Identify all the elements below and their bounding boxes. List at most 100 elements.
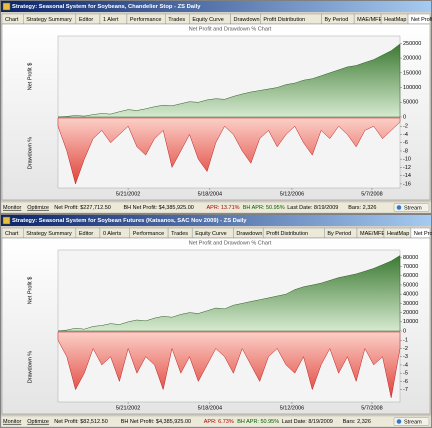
tab[interactable]: Trades: [165, 13, 190, 25]
tab[interactable]: 0 Alerts: [99, 227, 130, 239]
tab[interactable]: Net Profit + Drawdown %: [410, 227, 432, 239]
status-field: Last Date: 8/19/2009: [282, 419, 333, 425]
tab-label[interactable]: By Period: [325, 17, 349, 23]
tab[interactable]: By Period: [321, 13, 355, 25]
y-tick-label: -2: [403, 346, 408, 352]
y-tick-label: 60000: [403, 273, 418, 279]
y-tick-label: -6: [403, 379, 408, 385]
tab[interactable]: Equity Curve: [191, 227, 234, 239]
status-button[interactable]: Monitor: [3, 205, 22, 211]
tab-label[interactable]: HeatMap: [384, 17, 406, 23]
y-tick-label: 50000: [403, 100, 418, 106]
tab-label[interactable]: Strategy Summary: [26, 231, 72, 237]
strategy-window: Strategy: Seasonal System for Soybeans, …: [0, 0, 432, 214]
status-button[interactable]: Optimize: [27, 205, 49, 211]
tab-label[interactable]: Strategy Summary: [26, 17, 72, 23]
tab[interactable]: Equity Curve: [189, 13, 231, 25]
tab[interactable]: MAE/MFE: [353, 13, 383, 25]
tab-label[interactable]: By Period: [327, 231, 351, 237]
tab-label[interactable]: Net Profit + Drawdown %: [411, 17, 432, 23]
y-tick-label: -8: [403, 148, 408, 154]
x-tick-label: 5/18/2004: [198, 405, 222, 411]
tab-label[interactable]: Net Profit + Drawdown %: [414, 231, 432, 237]
stream-label[interactable]: Stream: [404, 205, 422, 211]
tab[interactable]: Performance: [129, 227, 169, 239]
x-tick-label: 5/12/2006: [280, 191, 304, 197]
tab-label[interactable]: Drawdown: [234, 17, 260, 23]
tab-label[interactable]: 1 Alert: [103, 17, 119, 23]
tab[interactable]: Profit Distribution: [260, 13, 322, 25]
tab-label[interactable]: Editor: [79, 17, 94, 23]
tab-label[interactable]: MAE/MFE: [357, 17, 382, 23]
tab-label[interactable]: Performance: [133, 231, 165, 237]
tab[interactable]: Strategy Summary: [23, 227, 77, 239]
y-tick-label: 200000: [403, 56, 421, 62]
tab-label[interactable]: Trades: [171, 231, 188, 237]
tab-label[interactable]: MAE/MFE: [360, 231, 385, 237]
stream-button[interactable]: [393, 203, 430, 212]
tab[interactable]: Net Profit + Drawdown %: [407, 13, 432, 25]
y-tick-label: 50000: [403, 282, 418, 288]
tab-label[interactable]: 0 Alerts: [103, 231, 122, 237]
y-tick-label: -12: [403, 165, 411, 171]
status-button[interactable]: Monitor: [3, 419, 22, 425]
x-tick-label: 5/12/2006: [280, 405, 304, 411]
tab[interactable]: By Period: [324, 227, 358, 239]
tab[interactable]: Drawdown: [230, 13, 261, 25]
tab[interactable]: HeatMap: [383, 227, 412, 239]
window-title: Strategy: Seasonal System for Soybean Fu…: [12, 218, 247, 224]
axis-label: Net Profit $: [27, 63, 33, 91]
strategy-window: Strategy: Seasonal System for Soybean Fu…: [0, 214, 432, 428]
y-tick-label: 150000: [403, 70, 421, 76]
y-tick-label: -7: [403, 387, 408, 393]
drawdown-area: [57, 117, 401, 185]
status-button[interactable]: Optimize: [27, 419, 49, 425]
tab[interactable]: Chart: [1, 13, 24, 25]
y-tick-label: -5: [403, 371, 408, 377]
y-tick-label: -3: [403, 354, 408, 360]
stream-label[interactable]: Stream: [404, 419, 422, 425]
stream-button[interactable]: [393, 417, 430, 426]
y-tick-label: 250000: [403, 41, 421, 47]
tab-label[interactable]: HeatMap: [387, 231, 409, 237]
tab[interactable]: Performance: [126, 13, 166, 25]
tab-label[interactable]: Profit Distribution: [266, 231, 308, 237]
y-tick-label: -14: [403, 173, 411, 179]
y-tick-label: 0: [403, 328, 406, 334]
tab-label[interactable]: Profit Distribution: [263, 17, 305, 23]
y-tick-label: 0: [403, 114, 406, 120]
tab-label[interactable]: Chart: [5, 17, 19, 23]
y-tick-label: 20000: [403, 310, 418, 316]
tab[interactable]: Editor: [75, 227, 101, 239]
status-field: BH Net Profit: $4,385,925.00: [124, 205, 194, 211]
chart-title: Net Profit and Drawdown % Chart: [189, 240, 272, 246]
status-bar: [0, 415, 432, 428]
status-field: APR: 13.71%: [207, 205, 240, 211]
tab-label[interactable]: Equity Curve: [192, 17, 224, 23]
y-tick-label: -6: [403, 140, 408, 146]
y-tick-label: -1: [403, 338, 408, 344]
tab[interactable]: Strategy Summary: [23, 13, 77, 25]
tab-label[interactable]: Trades: [168, 17, 185, 23]
status-field: APR: 6.73%: [204, 419, 234, 425]
tab-label[interactable]: Chart: [5, 231, 19, 237]
tab-label[interactable]: Drawdown: [236, 231, 262, 237]
title-bar: [1, 215, 431, 226]
tab-label[interactable]: Performance: [130, 17, 162, 23]
stream-icon: [396, 205, 402, 210]
tab[interactable]: Drawdown: [233, 227, 264, 239]
tab[interactable]: Chart: [1, 227, 24, 239]
net-profit-area: [57, 43, 401, 118]
tab-label[interactable]: Equity Curve: [195, 231, 227, 237]
tab[interactable]: HeatMap: [380, 13, 409, 25]
tab[interactable]: Profit Distribution: [262, 227, 325, 239]
x-tick-label: 5/7/2008: [361, 405, 382, 411]
tab[interactable]: 1 Alert: [99, 13, 128, 25]
tab[interactable]: Editor: [75, 13, 101, 25]
net-profit-area: [57, 255, 401, 332]
tab[interactable]: MAE/MFE: [356, 227, 385, 239]
tab-label[interactable]: Editor: [79, 231, 94, 237]
y-tick-label: 100000: [403, 85, 421, 91]
tab[interactable]: Trades: [167, 227, 193, 239]
y-tick-label: 30000: [403, 301, 418, 307]
